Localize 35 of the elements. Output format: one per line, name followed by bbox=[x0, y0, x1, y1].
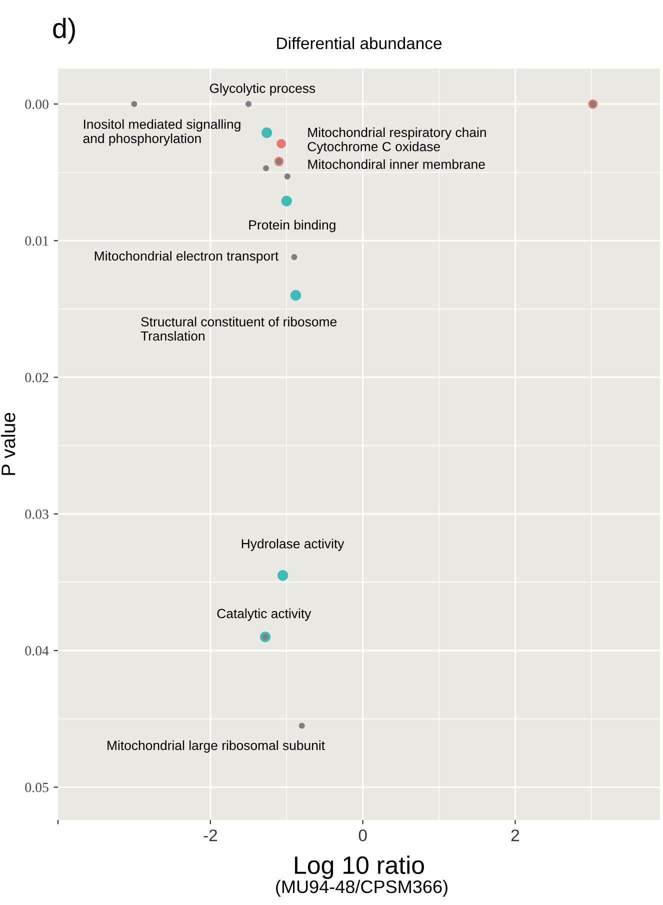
point bbox=[245, 101, 252, 108]
annotation: Catalytic activity bbox=[217, 608, 312, 621]
point bbox=[281, 196, 292, 206]
y-tick-label: 0.05 bbox=[25, 782, 48, 792]
point bbox=[298, 722, 305, 729]
chart-title: Differential abundance bbox=[277, 36, 442, 50]
point bbox=[263, 165, 270, 172]
point bbox=[277, 570, 288, 581]
y-tick-label: 0.02 bbox=[25, 372, 48, 382]
annotation: Mitochondrial large ribosomal subunit bbox=[108, 740, 325, 753]
point bbox=[291, 254, 298, 260]
point bbox=[131, 101, 138, 108]
y-axis-title: P value bbox=[0, 412, 16, 475]
y-tick-label: 0.00 bbox=[25, 100, 48, 110]
y-tick-label: 0.01 bbox=[25, 236, 48, 246]
annotation: Structural constituent of ribosome Translation bbox=[140, 316, 336, 341]
x-tick-label: -2 bbox=[204, 829, 217, 842]
text: d) bbox=[53, 18, 75, 44]
annotation: Mitochondrial respiratory chain Cytochrome C oxidase bbox=[308, 127, 486, 154]
x-tick-label: 2 bbox=[511, 829, 520, 842]
point bbox=[261, 127, 272, 138]
point bbox=[284, 173, 290, 180]
annotation: Inositol mediated signalling and phosphorylation bbox=[83, 119, 240, 146]
y-tick-label: 0.03 bbox=[25, 510, 48, 519]
y-tick-label: 0.04 bbox=[25, 646, 49, 656]
x-tick-label: 0 bbox=[358, 829, 367, 842]
annotation: Mitochondiral inner membrane bbox=[308, 159, 485, 169]
annotation: Mitochondrial electron transport bbox=[94, 250, 279, 264]
x-axis-title: Log 10 ratio bbox=[295, 856, 424, 879]
annotation: Hydrolase activity bbox=[242, 538, 344, 552]
point bbox=[276, 138, 286, 148]
annotation: Glycolytic process bbox=[210, 83, 316, 96]
text: (MU94-48/CPSM366) bbox=[276, 880, 448, 897]
annotation: Protein binding bbox=[249, 220, 336, 232]
point bbox=[290, 290, 302, 301]
